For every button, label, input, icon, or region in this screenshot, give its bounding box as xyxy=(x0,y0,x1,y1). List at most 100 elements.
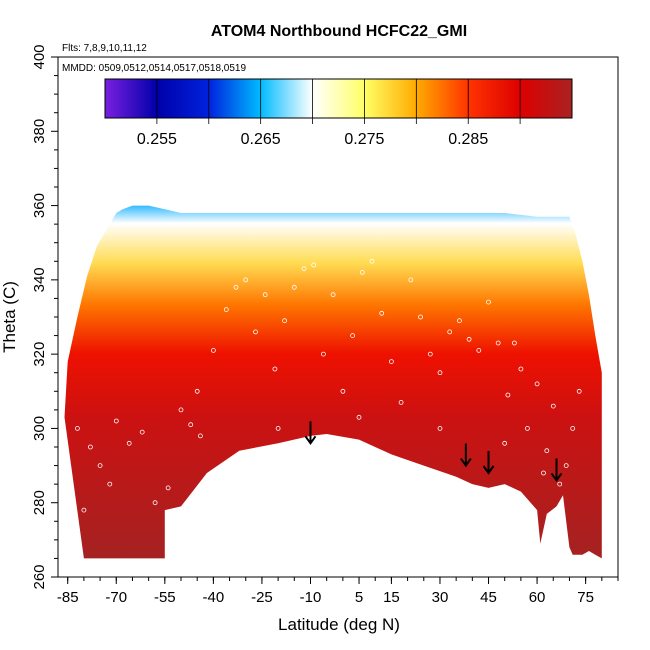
observation-point xyxy=(398,399,404,405)
arrow-marker xyxy=(550,458,563,483)
observation-point xyxy=(311,262,317,268)
observation-point xyxy=(97,463,103,469)
observation-point xyxy=(563,463,569,469)
observation-point xyxy=(512,340,517,346)
y-tick-label: 260 xyxy=(31,564,48,589)
arrow-marker xyxy=(460,443,472,468)
observation-point xyxy=(275,425,281,431)
x-tick-label: -85 xyxy=(57,589,79,606)
observation-point xyxy=(534,381,540,387)
colorbar-tick-label: 0.255 xyxy=(137,131,177,148)
observation-point xyxy=(350,333,356,339)
colorbar-tick-label: 0.265 xyxy=(241,131,281,148)
observation-point xyxy=(81,507,87,513)
observation-point xyxy=(495,340,501,346)
field-area xyxy=(64,205,602,559)
y-tick-label: 400 xyxy=(31,44,48,69)
y-tick-label: 300 xyxy=(31,416,48,441)
observation-point xyxy=(359,269,365,275)
observation-point xyxy=(408,277,414,283)
chart-title: ATOM4 Northbound HCFC22_GMI xyxy=(211,23,467,40)
observation-point xyxy=(262,292,268,298)
arrow-head xyxy=(460,457,472,468)
observation-point xyxy=(165,485,171,491)
observation-point xyxy=(379,310,385,316)
observation-point xyxy=(466,336,472,342)
observation-point xyxy=(88,444,93,450)
observation-point xyxy=(550,403,556,409)
x-tick-label: 5 xyxy=(355,589,363,606)
observation-point xyxy=(320,351,326,357)
observation-point xyxy=(356,414,362,420)
dates-annotation: MMDD: 0509,0512,0514,0517,0518,0519 xyxy=(62,63,246,74)
y-tick-label: 380 xyxy=(31,119,48,144)
observation-point xyxy=(418,314,423,320)
x-tick-label: -10 xyxy=(300,589,322,606)
y-axis-label: Theta (C) xyxy=(0,281,19,353)
flights-annotation: Flts: 7,8,9,10,11,12 xyxy=(62,43,147,54)
observation-point xyxy=(518,366,524,372)
x-axis-label: Latitude (deg N) xyxy=(278,615,400,634)
colorbar: 0.255 0.265 0.275 0.285 xyxy=(104,78,573,148)
observation-point xyxy=(486,299,491,305)
observation-point xyxy=(75,425,80,431)
x-tick-label: 75 xyxy=(577,589,594,606)
y-tick-label: 340 xyxy=(31,267,48,292)
observation-point xyxy=(301,266,307,272)
observation-point xyxy=(253,329,258,335)
y-axis: 260 280 300 320 340 360 380 400 xyxy=(31,44,58,590)
observation-point xyxy=(427,351,433,357)
y-tick-label: 360 xyxy=(31,193,48,218)
observation-point xyxy=(243,277,249,283)
arrow-marker xyxy=(304,421,317,446)
observation-point xyxy=(194,388,200,394)
observation-point xyxy=(541,470,546,476)
x-tick-label: -70 xyxy=(105,589,127,606)
observation-point xyxy=(476,347,482,353)
x-axis: -85 -70 -55 -40 -25 -10 5 15 30 45 60 75 xyxy=(57,577,619,606)
observation-point xyxy=(502,440,508,446)
observation-point xyxy=(369,258,375,264)
observation-point xyxy=(113,418,119,424)
observation-point xyxy=(525,425,530,431)
observation-point xyxy=(233,284,239,290)
observation-point xyxy=(570,425,576,431)
arrow-marker xyxy=(482,451,495,475)
observation-point xyxy=(178,407,184,413)
x-tick-label: -55 xyxy=(154,589,176,606)
observation-point xyxy=(282,318,288,324)
observation-point xyxy=(505,392,511,398)
arrow-markers xyxy=(304,421,563,483)
observation-point xyxy=(557,481,563,487)
observation-point xyxy=(456,318,462,324)
colorbar-tick-label: 0.285 xyxy=(448,131,488,148)
y-tick-label: 280 xyxy=(31,490,48,515)
observation-point xyxy=(107,481,113,487)
observation-point xyxy=(437,425,443,431)
observation-point xyxy=(340,388,346,394)
arrow-head xyxy=(550,472,563,483)
x-tick-label: -25 xyxy=(251,589,273,606)
colorbar-bar xyxy=(104,78,573,119)
concentration-field xyxy=(64,205,602,559)
observation-point xyxy=(388,359,394,365)
x-tick-label: 30 xyxy=(432,589,449,606)
x-tick-label: 45 xyxy=(480,589,497,606)
observation-point xyxy=(188,422,194,428)
observation-point xyxy=(330,292,336,298)
observation-point xyxy=(197,433,203,439)
x-tick-label: -40 xyxy=(203,589,225,606)
y-tick-label: 320 xyxy=(31,342,48,367)
observation-points xyxy=(75,258,582,513)
observation-point xyxy=(447,329,453,335)
colorbar-tick-label: 0.275 xyxy=(344,131,384,148)
observation-point xyxy=(210,347,216,353)
arrow-head xyxy=(482,465,495,475)
observation-point xyxy=(437,370,443,376)
x-tick-label: 15 xyxy=(383,589,400,606)
observation-point xyxy=(152,500,158,506)
observation-point xyxy=(223,307,229,313)
observation-point xyxy=(126,440,132,446)
observation-point xyxy=(576,388,582,394)
